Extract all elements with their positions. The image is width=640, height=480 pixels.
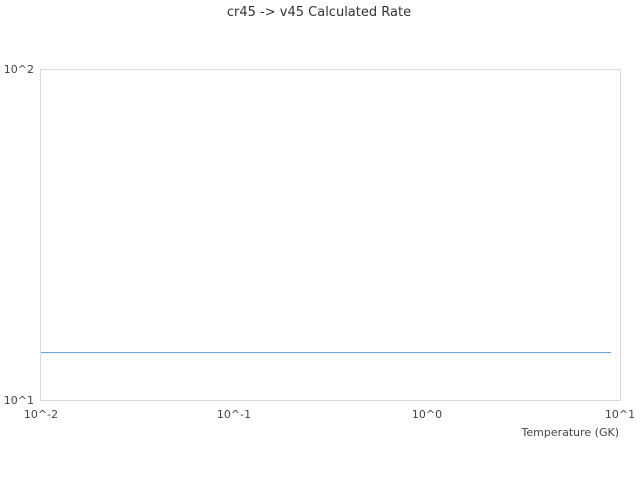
y-tick-label-bottom: 10^1 — [4, 394, 34, 407]
x-tick-label-0: 10^-2 — [24, 408, 58, 421]
x-axis-label: Temperature (GK) — [521, 426, 620, 439]
x-tick-label-2: 10^0 — [412, 408, 442, 421]
x-tick-label-1: 10^-1 — [217, 408, 251, 421]
plot-area — [40, 69, 621, 401]
x-tick-label-3: 10^1 — [605, 408, 635, 421]
chart-title: cr45 -> v45 Calculated Rate — [227, 5, 411, 20]
y-tick-label-top: 10^2 — [4, 63, 34, 76]
